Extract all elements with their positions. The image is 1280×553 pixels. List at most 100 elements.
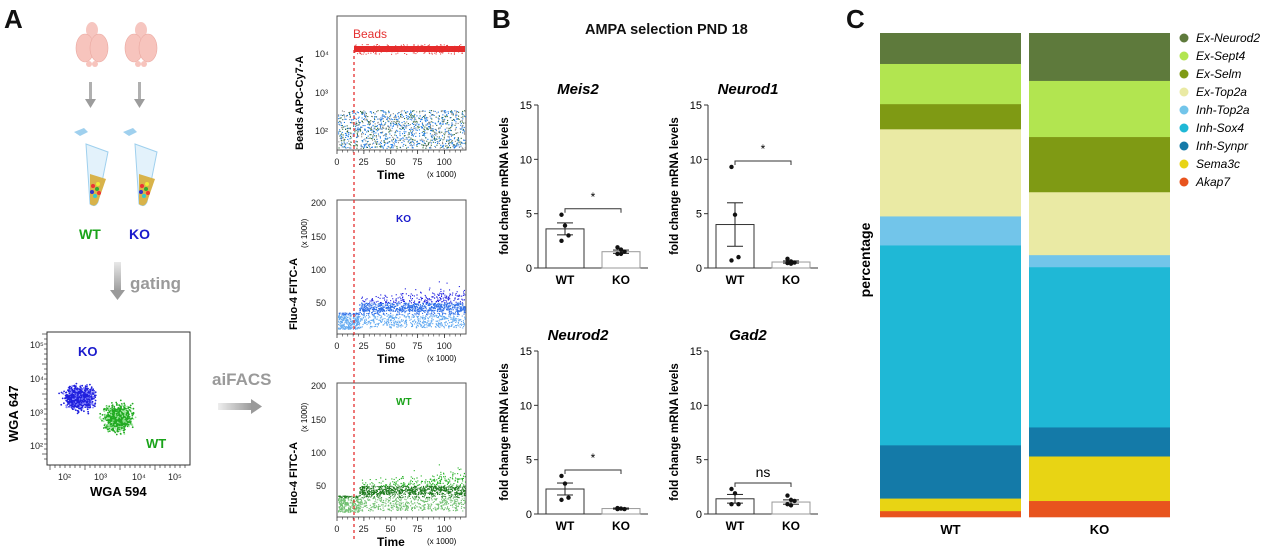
segment-akap7	[1029, 501, 1170, 518]
tube-icons	[74, 128, 158, 207]
legend-swatch	[1179, 51, 1189, 61]
data-point	[559, 212, 564, 217]
bar-chart-ytick: 5	[526, 455, 532, 467]
gate-ytick: 10³	[30, 408, 43, 418]
legend-swatch	[1179, 159, 1189, 169]
segment-inh-synpr	[1029, 427, 1170, 457]
arrow-down-icon	[85, 82, 96, 108]
wt-annotation: WT	[396, 397, 412, 408]
bar-wt	[545, 228, 585, 269]
data-point	[559, 497, 564, 503]
beads-ytick: 10²	[315, 126, 328, 136]
ko-group-label: KO	[129, 226, 150, 242]
segment-ex-sept4	[1029, 80, 1170, 138]
legend-item: Ex-Neurod2	[1179, 31, 1260, 45]
data-point	[618, 506, 624, 511]
time-xtick: 100	[437, 157, 452, 167]
legend-label: Ex-Neurod2	[1196, 31, 1260, 45]
time-xunit: (x 1000)	[427, 354, 457, 363]
time-series-plots: Beads 10² 10³ 10⁴ Beads APC-Cy7-A KO 50 …	[288, 15, 467, 549]
segment-ex-neurod2	[1029, 33, 1170, 82]
legend-swatch	[1179, 141, 1189, 151]
beads-ytick: 10⁴	[315, 49, 329, 59]
data-point	[785, 502, 790, 507]
legend-item: Ex-Sept4	[1179, 49, 1246, 63]
segment-ex-top2a	[1029, 192, 1170, 256]
data-point	[615, 506, 620, 512]
beads-ylabel: Beads APC-Cy7-A	[294, 56, 306, 150]
ko-scatter-points	[338, 281, 466, 330]
panel-letter-c: C	[846, 4, 865, 34]
segment-akap7	[880, 511, 1021, 518]
data-point	[729, 164, 734, 170]
time-xtick: 25	[359, 524, 369, 534]
bar-chart-xtick: WT	[726, 519, 745, 533]
data-point	[736, 502, 741, 507]
time-xunit: (x 1000)	[427, 170, 457, 179]
data-point	[788, 497, 794, 503]
bar-chart-xtick: KO	[612, 273, 630, 287]
wt-ytick: 100	[311, 448, 326, 458]
bar-chart-ylabel: fold change mRNA levels	[669, 363, 681, 501]
bar-chart-ylabel: fold change mRNA levels	[669, 117, 681, 255]
bar-chart-ytick: 10	[690, 154, 702, 166]
time-xtick: 50	[386, 524, 396, 534]
bar-chart-ytick: 0	[526, 509, 532, 521]
bar-chart-ylabel: fold change mRNA levels	[499, 363, 511, 501]
data-point	[732, 212, 738, 217]
wt-ytick: 200	[311, 381, 326, 391]
down-arrows	[85, 82, 145, 108]
data-point	[729, 258, 734, 263]
arrow-down-icon	[134, 82, 145, 108]
aifacs-arrow-icon	[218, 399, 262, 414]
legend-item: Ex-Selm	[1179, 67, 1241, 81]
panel-b-title: AMPA selection PND 18	[585, 22, 748, 38]
brain-wt-icon	[75, 22, 109, 67]
bar-chart-ytick: 0	[696, 509, 702, 521]
segment-inh-synpr	[880, 445, 1021, 499]
gate-xlabel: WGA 594	[90, 484, 147, 499]
legend-swatch	[1179, 69, 1189, 79]
legend: Ex-Neurod2 Ex-Sept4 Ex-Selm Ex-Top2a Inh-Top…	[1179, 31, 1260, 189]
significance-bracket	[734, 482, 792, 488]
segment-ex-sept4	[880, 63, 1021, 105]
bar-chart-xtick: WT	[556, 273, 575, 287]
segment-ex-top2a	[880, 129, 1021, 217]
time-xtick: 75	[412, 341, 422, 351]
wt-ytick: 150	[311, 415, 326, 425]
significance-bracket	[564, 469, 622, 474]
data-point	[785, 256, 790, 261]
data-point	[785, 260, 790, 266]
legend-swatch	[1179, 33, 1189, 43]
data-point	[566, 233, 571, 238]
legend-swatch	[1179, 123, 1189, 133]
beads-scatter-points	[338, 44, 467, 150]
wt-scatter-points	[338, 464, 466, 513]
legend-label: Inh-Synpr	[1196, 139, 1249, 153]
gate-ytick: 10²	[30, 441, 43, 451]
time-xlabel: Time	[377, 535, 405, 549]
gate-wt-label: WT	[146, 436, 166, 451]
data-point	[562, 223, 568, 228]
legend-item: Inh-Top2a	[1179, 103, 1250, 117]
bar-chart-neurod1: Neurod1 fold change mRNA levels 0 5 10 15 WT KO…	[669, 81, 818, 287]
time-xtick: 50	[386, 341, 396, 351]
bar-chart-ytick: 15	[520, 346, 532, 358]
data-point	[788, 503, 794, 508]
panel-letter-a: A	[4, 4, 23, 34]
bar-chart-ytick: 10	[690, 400, 702, 412]
bar-chart-ylabel: fold change mRNA levels	[499, 117, 511, 255]
significance-label: *	[591, 190, 596, 204]
data-point	[732, 491, 738, 496]
data-point	[729, 502, 734, 507]
ko-annotation: KO	[396, 214, 411, 225]
time-xtick: 25	[359, 157, 369, 167]
bar-chart-ytick: 5	[696, 455, 702, 467]
bar-chart-ytick: 10	[520, 400, 532, 412]
gating-label: gating	[130, 274, 181, 293]
tube-wt-icon	[74, 128, 109, 207]
significance-label: ns	[756, 464, 771, 480]
bar-chart-xtick: KO	[612, 519, 630, 533]
data-point	[559, 473, 564, 479]
panel-letter-b: B	[492, 4, 511, 34]
